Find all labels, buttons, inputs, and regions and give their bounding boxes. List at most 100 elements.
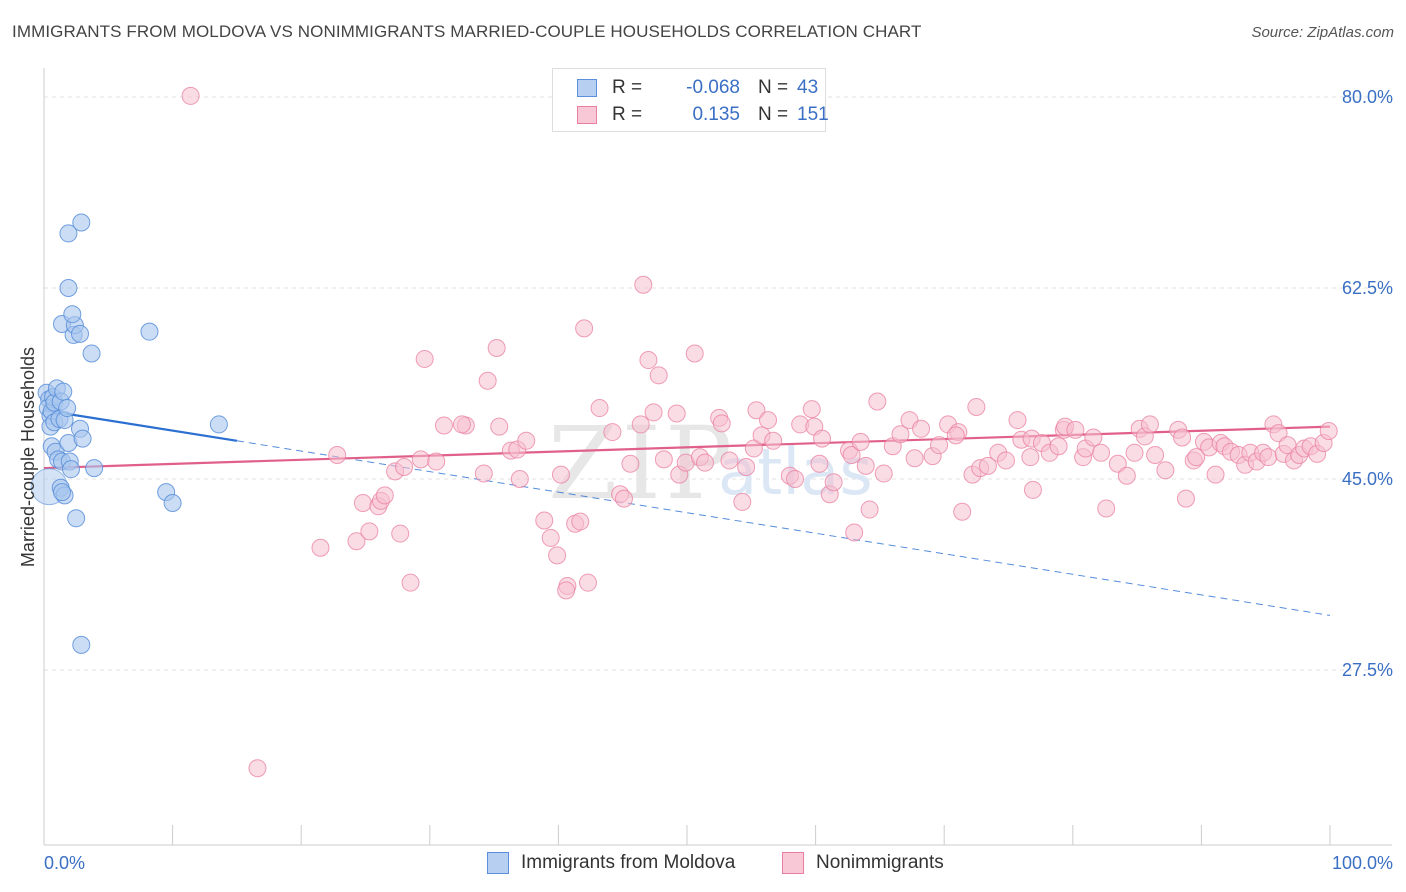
point-moldova bbox=[82, 344, 101, 363]
point-nonimmigrants bbox=[996, 451, 1015, 470]
point-nonimmigrants bbox=[614, 489, 633, 508]
point-nonimmigrants bbox=[1066, 420, 1085, 439]
point-nonimmigrants bbox=[1049, 437, 1068, 456]
point-nonimmigrants bbox=[551, 465, 570, 484]
y-tick-label: 45.0% bbox=[1342, 469, 1393, 489]
point-nonimmigrants bbox=[1146, 445, 1165, 464]
point-nonimmigrants bbox=[733, 492, 752, 511]
point-moldova bbox=[209, 415, 228, 434]
y-axis-label: Married-couple Households bbox=[18, 347, 38, 567]
axes bbox=[43, 68, 1392, 846]
y-tick-label: 27.5% bbox=[1342, 660, 1393, 680]
point-nonimmigrants bbox=[415, 349, 434, 368]
point-nonimmigrants bbox=[474, 464, 493, 483]
point-nonimmigrants bbox=[930, 436, 949, 455]
point-nonimmigrants bbox=[1097, 499, 1116, 518]
trend-lines bbox=[43, 409, 1331, 616]
point-nonimmigrants bbox=[478, 371, 497, 390]
point-nonimmigrants bbox=[649, 366, 668, 385]
point-nonimmigrants bbox=[395, 457, 414, 476]
point-nonimmigrants bbox=[1008, 411, 1027, 430]
point-nonimmigrants bbox=[578, 573, 597, 592]
point-nonimmigrants bbox=[181, 86, 200, 105]
point-nonimmigrants bbox=[1117, 466, 1136, 485]
point-moldova bbox=[163, 494, 182, 513]
point-nonimmigrants bbox=[813, 429, 832, 448]
point-nonimmigrants bbox=[667, 404, 686, 423]
point-nonimmigrants bbox=[1021, 448, 1040, 467]
y-tick-label: 80.0% bbox=[1342, 87, 1393, 107]
point-nonimmigrants bbox=[1176, 489, 1195, 508]
chart-title: IMMIGRANTS FROM MOLDOVA VS NONIMMIGRANTS… bbox=[12, 22, 922, 41]
point-nonimmigrants bbox=[891, 425, 910, 444]
point-nonimmigrants bbox=[912, 419, 931, 438]
point-nonimmigrants bbox=[1206, 465, 1225, 484]
point-moldova bbox=[72, 213, 91, 232]
point-nonimmigrants bbox=[571, 512, 590, 531]
bottom-label-nonimmigrants: Nonimmigrants bbox=[816, 852, 944, 873]
point-nonimmigrants bbox=[360, 522, 379, 541]
point-nonimmigrants bbox=[1319, 421, 1338, 440]
point-nonimmigrants bbox=[874, 464, 893, 483]
point-nonimmigrants bbox=[759, 411, 778, 430]
point-nonimmigrants bbox=[802, 400, 821, 419]
point-nonimmigrants bbox=[978, 456, 997, 475]
point-nonimmigrants bbox=[946, 426, 965, 445]
point-nonimmigrants bbox=[1084, 428, 1103, 447]
point-nonimmigrants bbox=[631, 415, 650, 434]
point-nonimmigrants bbox=[490, 417, 509, 436]
point-nonimmigrants bbox=[1023, 480, 1042, 499]
bottom-swatch-nonimmigrants bbox=[782, 852, 804, 874]
point-nonimmigrants bbox=[764, 431, 783, 450]
point-nonimmigrants bbox=[1187, 448, 1206, 467]
point-nonimmigrants bbox=[654, 450, 673, 469]
point-nonimmigrants bbox=[860, 500, 879, 519]
point-nonimmigrants bbox=[634, 275, 653, 294]
point-nonimmigrants bbox=[1269, 424, 1288, 443]
point-nonimmigrants bbox=[535, 511, 554, 530]
point-nonimmigrants bbox=[391, 524, 410, 543]
point-nonimmigrants bbox=[747, 401, 766, 420]
point-nonimmigrants bbox=[737, 457, 756, 476]
r-value-nonimmigrants: 0.135 bbox=[692, 104, 740, 125]
point-nonimmigrants bbox=[548, 546, 567, 565]
point-moldova bbox=[72, 635, 91, 654]
x-tick-label: 100.0% bbox=[1332, 853, 1393, 873]
point-nonimmigrants bbox=[1156, 461, 1175, 480]
bottom-label-moldova: Immigrants from Moldova bbox=[521, 852, 736, 873]
point-nonimmigrants bbox=[353, 494, 372, 513]
point-moldova bbox=[71, 324, 90, 343]
point-nonimmigrants bbox=[845, 523, 864, 542]
point-nonimmigrants bbox=[248, 759, 267, 778]
point-nonimmigrants bbox=[411, 450, 430, 469]
point-nonimmigrants bbox=[810, 454, 829, 473]
point-nonimmigrants bbox=[434, 416, 453, 435]
point-nonimmigrants bbox=[590, 399, 609, 418]
swatch-moldova bbox=[577, 79, 597, 97]
y-tick-label: 62.5% bbox=[1342, 278, 1393, 298]
grid-lines bbox=[44, 96, 1390, 671]
point-nonimmigrants bbox=[786, 470, 805, 488]
trend-line-nonimmigrants bbox=[43, 425, 1331, 470]
point-moldova bbox=[73, 429, 92, 448]
point-nonimmigrants bbox=[905, 449, 924, 468]
r-label: R = bbox=[612, 104, 643, 125]
point-nonimmigrants bbox=[517, 431, 536, 450]
point-nonimmigrants bbox=[967, 397, 986, 416]
point-moldova bbox=[53, 483, 72, 502]
point-nonimmigrants bbox=[510, 470, 529, 488]
point-nonimmigrants bbox=[621, 454, 640, 473]
point-nonimmigrants bbox=[842, 445, 861, 464]
point-nonimmigrants bbox=[541, 528, 560, 547]
point-moldova bbox=[59, 279, 78, 297]
point-nonimmigrants bbox=[1259, 448, 1278, 467]
point-moldova bbox=[85, 459, 104, 478]
point-nonimmigrants bbox=[685, 344, 704, 363]
point-moldova bbox=[140, 322, 159, 341]
source-label: Source: ZipAtlas.com bbox=[1251, 24, 1394, 41]
point-nonimmigrants bbox=[375, 486, 394, 505]
x-tick-label: 0.0% bbox=[44, 853, 85, 873]
point-nonimmigrants bbox=[1173, 428, 1192, 447]
point-nonimmigrants bbox=[427, 452, 446, 471]
